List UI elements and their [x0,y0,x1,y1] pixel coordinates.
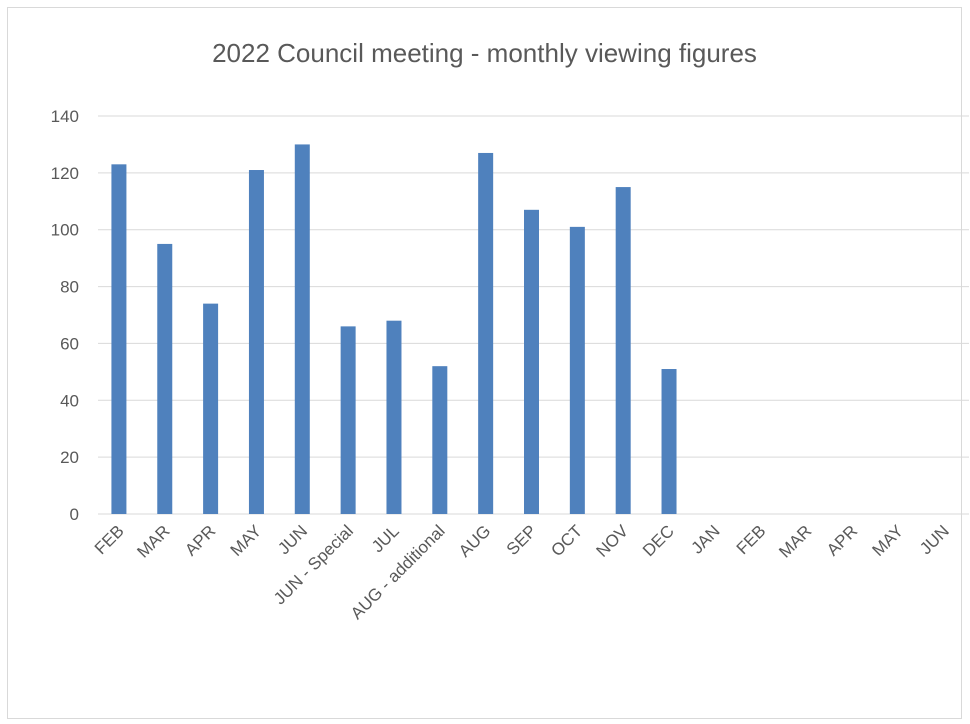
x-tick-label: JUN [916,521,953,558]
x-tick-label: NOV [593,521,633,561]
y-tick-label: 140 [51,107,79,126]
bar [524,209,539,515]
bar [203,303,219,514]
y-tick-label: 80 [60,278,79,297]
y-tick-label: 0 [70,505,79,524]
bar [661,369,677,514]
y-tick-label: 60 [60,334,79,353]
bar [294,144,310,514]
y-tick-label: 40 [60,391,79,410]
y-tick-label: 100 [51,221,79,240]
bar [432,366,448,514]
y-tick-label: 120 [51,164,79,183]
x-tick-label: APR [181,521,219,559]
x-tick-label: JUN [274,521,311,558]
x-tick-label: APR [823,521,861,559]
x-tick-label: FEB [733,521,770,558]
bar [386,320,402,514]
x-tick-label: OCT [547,521,586,560]
x-tick-label: MAR [775,521,815,561]
x-tick-label: FEB [91,521,128,558]
x-tick-label: JAN [688,521,724,557]
x-tick-label: MAY [868,521,907,560]
x-tick-label: MAR [133,521,173,561]
x-tick-label: JUL [368,521,403,556]
bar [248,170,264,514]
bar [340,326,356,514]
x-tick-label: JUN - Special [270,521,357,608]
y-tick-label: 20 [60,448,79,467]
bar [615,187,631,515]
bar [569,226,585,514]
bar [478,152,494,514]
bar [111,164,127,515]
x-tick-label: MAY [227,521,266,560]
x-tick-label: AUG [455,521,494,560]
chart-title: 2022 Council meeting - monthly viewing f… [212,38,757,68]
x-tick-label: DEC [639,521,678,560]
bar [157,243,173,514]
x-tick-label: SEP [503,521,540,558]
